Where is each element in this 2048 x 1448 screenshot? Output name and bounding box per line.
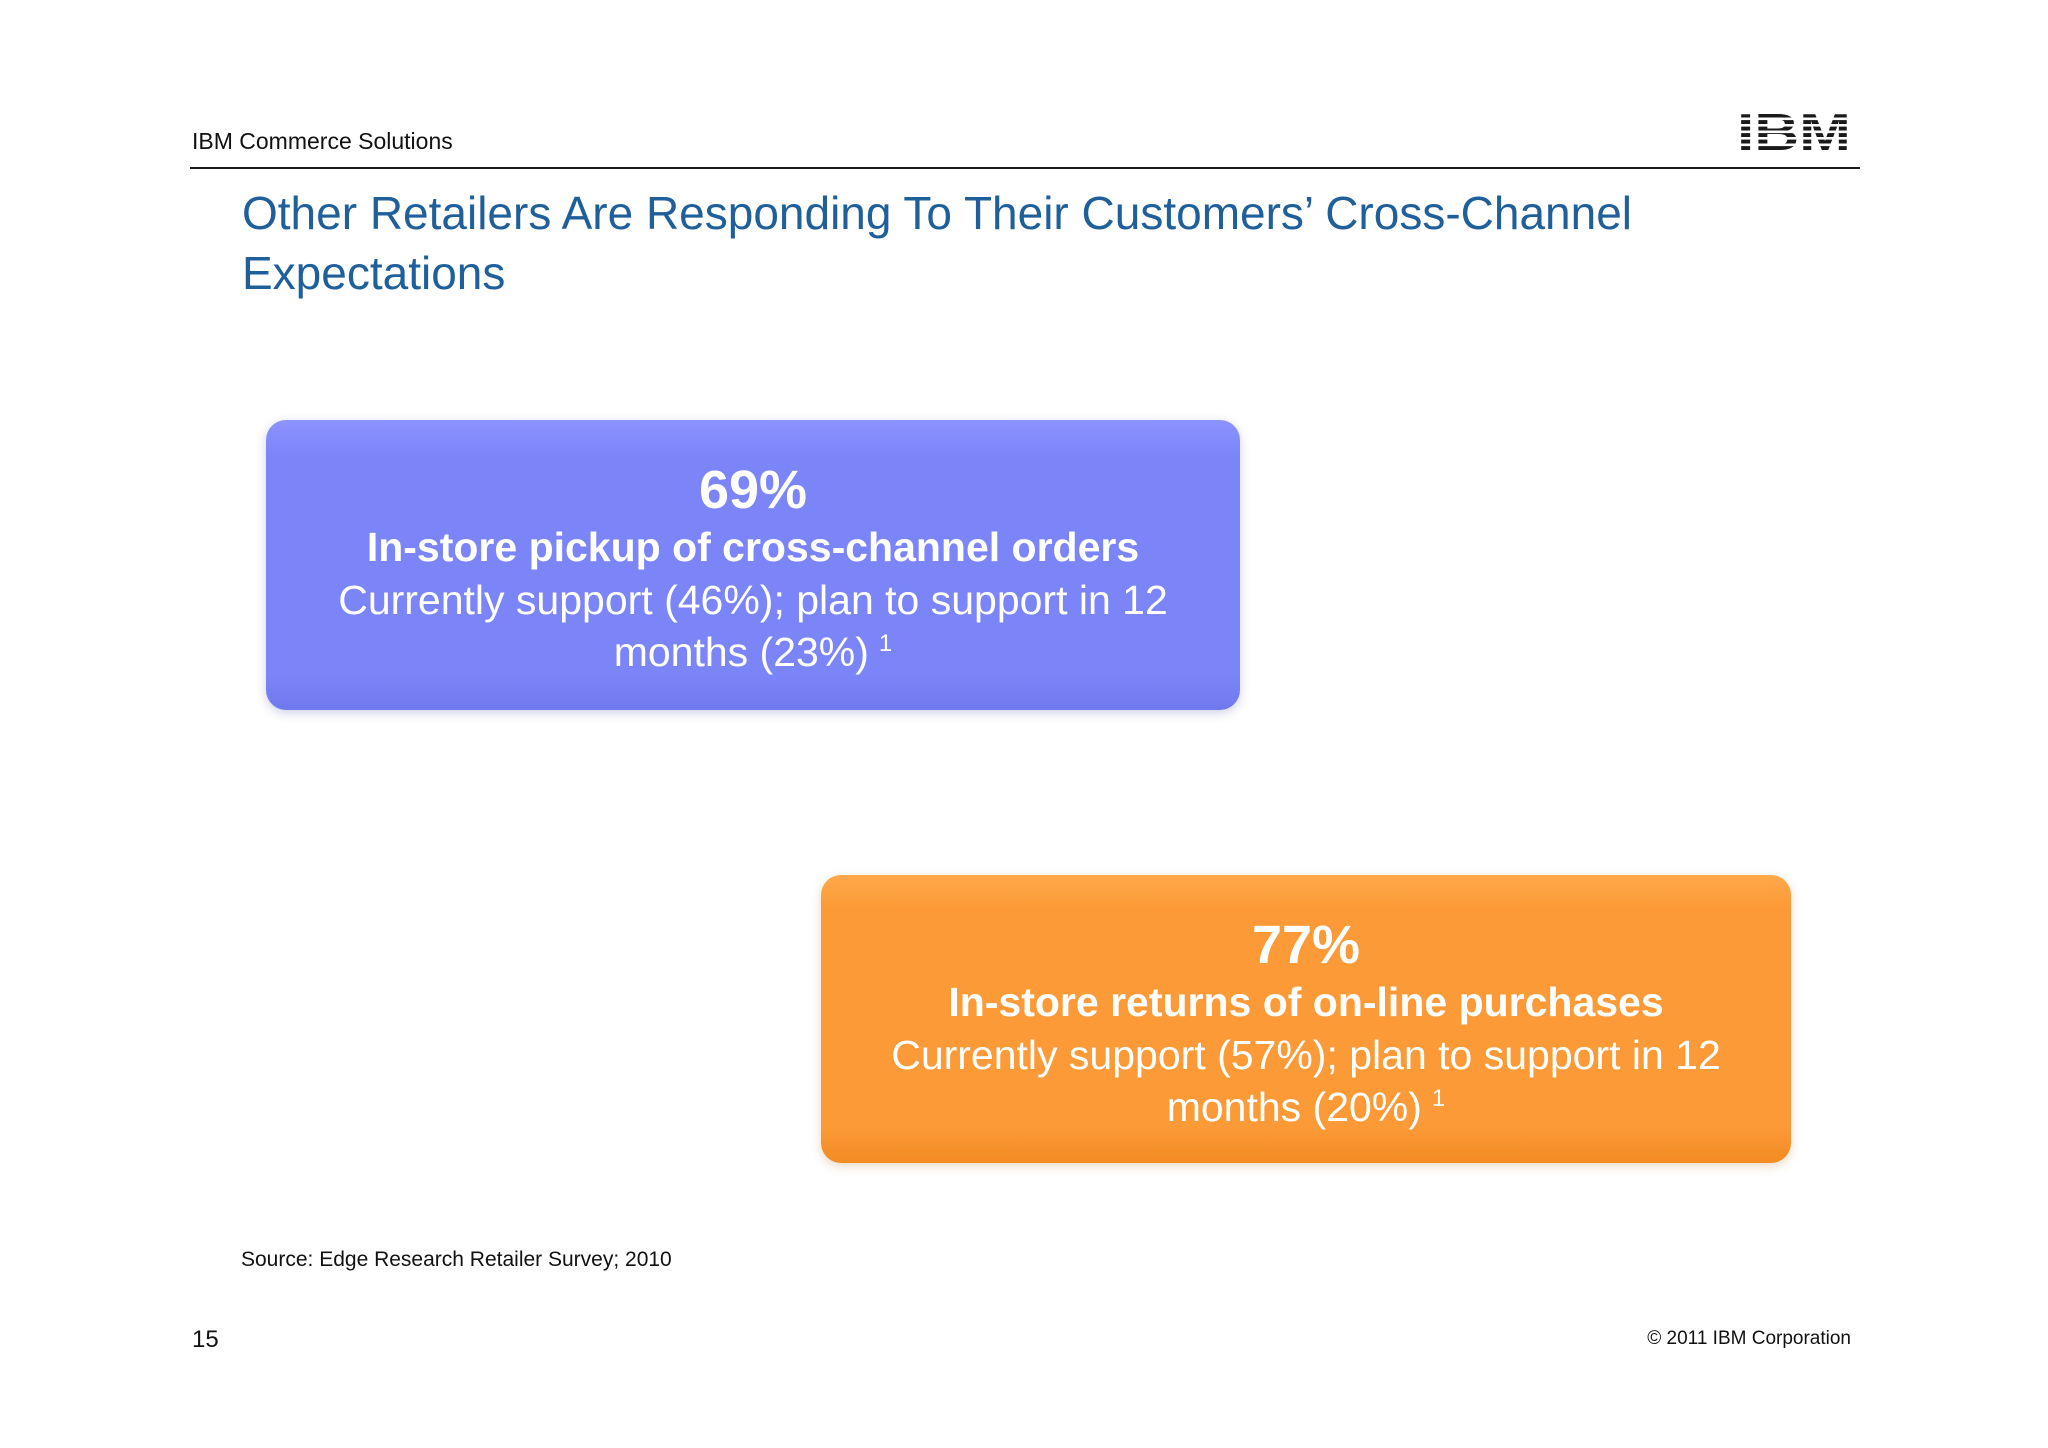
footnote-marker: 1 (878, 630, 893, 658)
header-label: IBM Commerce Solutions (192, 128, 453, 154)
callout-description: Currently support (46%); plan to support… (338, 577, 1168, 675)
callout-description: Currently support (57%); plan to support… (891, 1032, 1721, 1130)
callout-percent: 69% (698, 460, 808, 520)
callout-in-store-returns: 77% In-store returns of on-line purchase… (821, 875, 1791, 1163)
callout-heading: In-store pickup of cross-channel orders (366, 524, 1140, 570)
header-divider (190, 167, 1860, 169)
callout-description-block: Currently support (57%); plan to support… (821, 1029, 1791, 1133)
callout-in-store-pickup: 69% In-store pickup of cross-channel ord… (266, 420, 1240, 710)
source-note: Source: Edge Research Retailer Survey; 2… (241, 1248, 672, 1271)
page-number: 15 (192, 1326, 219, 1353)
footnote-marker: 1 (1431, 1085, 1446, 1113)
callout-heading: In-store returns of on-line purchases (948, 979, 1664, 1025)
callout-percent: 77% (1251, 915, 1361, 975)
copyright: © 2011 IBM Corporation (1647, 1328, 1851, 1349)
ibm-logo: IBM (1737, 106, 1851, 156)
callout-description-block: Currently support (46%); plan to support… (266, 574, 1240, 678)
slide-title: Other Retailers Are Responding To Their … (242, 187, 1632, 299)
ibm-logo-text: IBM (1737, 106, 1851, 156)
